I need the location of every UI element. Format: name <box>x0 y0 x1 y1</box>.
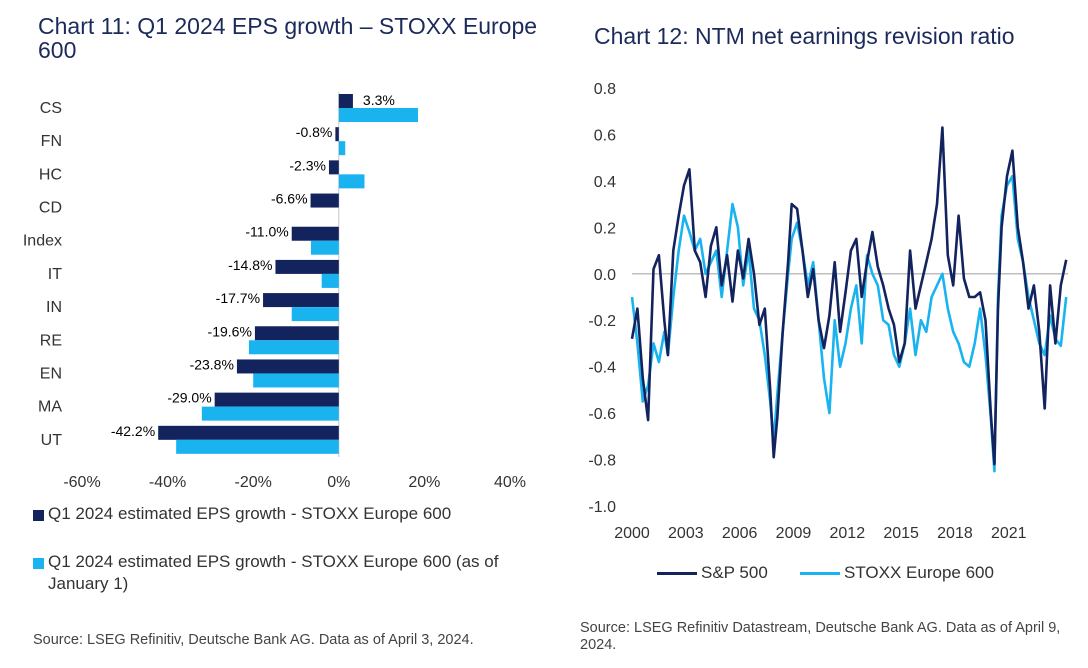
chart12-plot: 0.8 0.6 0.4 0.2 0.0 -0.2 -0.4 -0.6 -0.8 -1.0 2000 2… <box>588 81 1068 542</box>
x-tick-label: 0% <box>327 474 350 491</box>
x-tick-label: -40% <box>149 474 186 491</box>
chart11-title: Chart 11: Q1 2024 EPS growth – STOXX Eur… <box>38 13 538 63</box>
category-label: IT <box>48 266 62 283</box>
x-tick-label: -60% <box>63 474 100 491</box>
data-label: -29.0% <box>167 390 211 406</box>
category-label: CD <box>39 200 62 217</box>
bar-current <box>338 94 353 108</box>
x-tick-label: 20% <box>408 474 440 491</box>
category-label: UT <box>41 432 63 449</box>
y-tick-label: 0.2 <box>594 220 616 237</box>
bar-january <box>253 373 339 388</box>
y-tick-label: 0.8 <box>594 81 616 98</box>
data-label: -19.6% <box>208 323 252 339</box>
bar-january <box>248 340 339 355</box>
bar-current <box>310 193 339 208</box>
x-tick-label: 2000 <box>614 525 650 542</box>
x-tick-label: 2006 <box>722 525 758 542</box>
y-tick-label: -0.6 <box>588 406 616 423</box>
x-tick-label: 2003 <box>668 525 704 542</box>
bar-current <box>236 359 339 374</box>
bar-january <box>338 141 346 156</box>
data-label: -0.8% <box>296 124 333 140</box>
y-tick-label: 0.0 <box>594 267 616 284</box>
data-label: -14.8% <box>228 257 272 273</box>
data-label: -42.2% <box>111 423 155 439</box>
category-label: MA <box>38 399 62 416</box>
series-line-sp500 <box>630 126 1068 466</box>
bar-january <box>338 108 418 122</box>
category-label: CS <box>40 100 62 117</box>
bar-current <box>328 160 339 175</box>
y-tick-label: 0.4 <box>594 174 616 191</box>
legend-swatch-january <box>33 558 44 569</box>
category-label: Index <box>23 233 62 250</box>
x-tick-label: 2009 <box>776 525 812 542</box>
category-label: EN <box>40 365 62 382</box>
legend-sp500-label: S&P 500 <box>701 563 768 582</box>
bar-january <box>310 240 339 255</box>
legend-stoxx-label: STOXX Europe 600 <box>844 563 994 582</box>
legend-line-stoxx <box>800 572 840 576</box>
x-tick-label: 40% <box>494 474 526 491</box>
y-tick-label: 0.6 <box>594 127 616 144</box>
x-tick-label: 2021 <box>991 525 1027 542</box>
bar-current <box>214 392 339 407</box>
data-label: -11.0% <box>245 224 288 240</box>
x-tick-label: -20% <box>235 474 272 491</box>
data-label: 3.3% <box>363 92 395 108</box>
bar-current <box>263 293 339 308</box>
legend-january: Q1 2024 estimated EPS growth - STOXX Eur… <box>48 552 499 593</box>
chart11-plot: CS 3.3% FN -0.8% HC -2.3% CD -6.6% Index -11.0% IT… <box>23 92 526 491</box>
y-tick-label: -0.2 <box>588 313 616 330</box>
y-tick-label: -0.4 <box>588 360 616 377</box>
data-label: -6.6% <box>271 191 308 207</box>
chart12-title: Chart 12: NTM net earnings revision rati… <box>594 23 1015 49</box>
legend-line-sp500 <box>657 572 697 576</box>
chart11-source: Source: LSEG Refinitiv, Deutsche Bank AG… <box>33 632 474 648</box>
category-label: FN <box>41 133 62 150</box>
x-tick-label: 2018 <box>937 525 973 542</box>
category-label: RE <box>40 332 62 349</box>
bar-current <box>335 127 339 142</box>
y-tick-label: -0.8 <box>588 453 616 470</box>
chart12-source: Source: LSEG Refinitiv Datastream, Deuts… <box>580 620 1061 653</box>
x-tick-label: 2012 <box>830 525 866 542</box>
bar-january <box>338 174 365 189</box>
bar-january <box>176 439 339 454</box>
legend-sp500: S&P 500 <box>657 563 768 583</box>
bar-january <box>201 406 339 421</box>
bar-current <box>158 425 339 440</box>
bar-current <box>291 226 339 241</box>
x-tick-label: 2015 <box>883 525 919 542</box>
category-label: HC <box>39 166 62 183</box>
bar-january <box>321 273 339 288</box>
data-label: -2.3% <box>289 157 326 173</box>
bar-january <box>291 307 339 322</box>
legend-swatch-current <box>33 510 44 521</box>
bar-current <box>254 326 339 341</box>
data-label: -23.8% <box>190 356 234 372</box>
legend-stoxx: STOXX Europe 600 <box>800 563 994 583</box>
category-label: IN <box>46 299 62 316</box>
legend-current: Q1 2024 estimated EPS growth - STOXX Eur… <box>48 504 452 523</box>
bar-current <box>275 259 339 274</box>
data-label: -17.7% <box>216 290 260 306</box>
y-tick-label: -1.0 <box>588 499 616 516</box>
